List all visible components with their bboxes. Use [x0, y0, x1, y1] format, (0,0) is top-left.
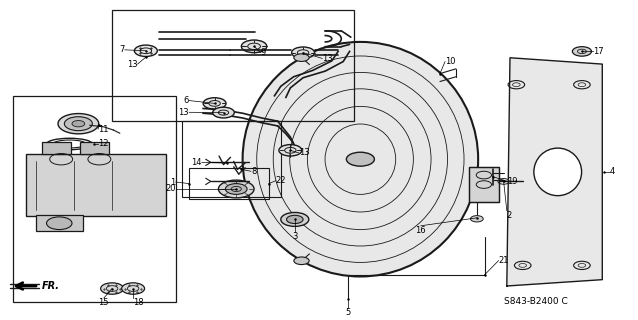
Text: 22: 22 — [276, 176, 286, 185]
Text: 13: 13 — [127, 60, 138, 68]
Ellipse shape — [534, 148, 582, 196]
Text: 14: 14 — [191, 158, 202, 167]
Circle shape — [279, 145, 302, 156]
Text: 11: 11 — [98, 124, 108, 133]
Bar — [13, 96, 175, 302]
Text: 13: 13 — [179, 108, 189, 117]
Circle shape — [225, 184, 247, 194]
Text: 7: 7 — [119, 45, 125, 54]
Text: 19: 19 — [507, 177, 518, 186]
Bar — [189, 168, 269, 199]
Bar — [468, 167, 499, 202]
Text: 21: 21 — [498, 256, 509, 265]
Bar — [468, 167, 499, 202]
Circle shape — [294, 54, 309, 61]
Circle shape — [241, 40, 267, 53]
Text: 5: 5 — [345, 308, 350, 317]
Text: FR.: FR. — [42, 281, 60, 291]
Circle shape — [135, 45, 158, 57]
Text: 1: 1 — [170, 178, 175, 187]
Circle shape — [122, 283, 145, 294]
Text: S843-B2400 C: S843-B2400 C — [503, 297, 567, 306]
Text: 10: 10 — [445, 57, 456, 66]
Circle shape — [101, 283, 124, 294]
Circle shape — [58, 114, 99, 134]
Ellipse shape — [242, 42, 478, 276]
Text: 17: 17 — [593, 47, 604, 56]
Circle shape — [203, 98, 226, 109]
Text: 15: 15 — [99, 298, 109, 307]
Circle shape — [218, 180, 254, 198]
Circle shape — [292, 47, 315, 58]
Circle shape — [212, 107, 234, 118]
Polygon shape — [507, 58, 602, 286]
Circle shape — [470, 216, 483, 222]
Circle shape — [47, 217, 72, 229]
Circle shape — [281, 212, 309, 227]
Text: 13: 13 — [299, 148, 309, 157]
Bar — [26, 155, 167, 216]
Bar — [182, 121, 281, 197]
Text: 2: 2 — [507, 211, 512, 220]
Text: 12: 12 — [98, 140, 108, 148]
Text: 8: 8 — [251, 167, 256, 176]
Text: 9: 9 — [260, 48, 265, 57]
Text: 16: 16 — [415, 226, 426, 235]
Bar — [42, 142, 71, 155]
Bar — [36, 215, 84, 230]
Text: 13: 13 — [322, 54, 333, 63]
Text: 18: 18 — [133, 298, 144, 307]
Circle shape — [64, 117, 93, 131]
Text: 6: 6 — [184, 96, 189, 105]
Text: 4: 4 — [610, 167, 615, 176]
Text: 20: 20 — [165, 185, 175, 194]
Bar — [80, 142, 109, 155]
Circle shape — [294, 257, 309, 265]
Text: 3: 3 — [292, 232, 297, 241]
Circle shape — [346, 152, 375, 166]
Bar — [112, 10, 354, 121]
Circle shape — [286, 215, 303, 224]
Circle shape — [572, 47, 591, 56]
Circle shape — [72, 121, 85, 127]
